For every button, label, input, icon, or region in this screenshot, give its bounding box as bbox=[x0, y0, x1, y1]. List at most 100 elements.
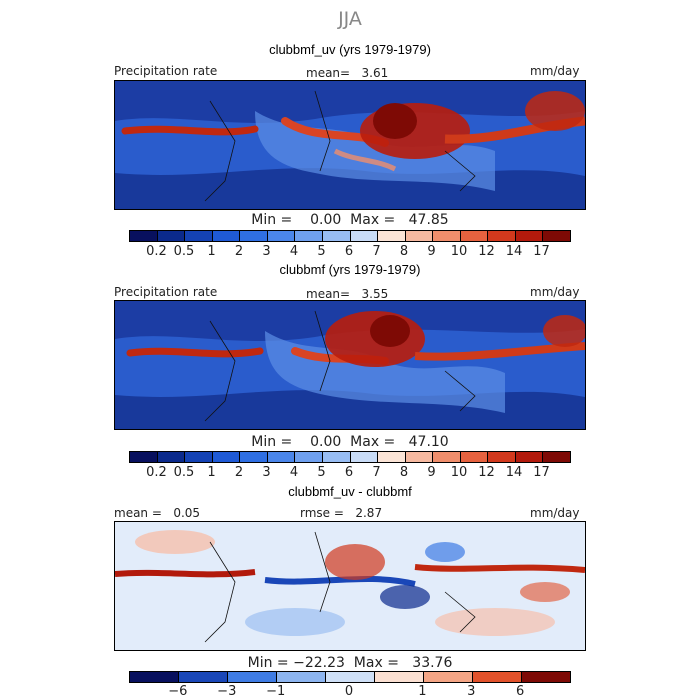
colorbar-swatch bbox=[543, 231, 570, 241]
colorbar-swatch bbox=[157, 231, 186, 241]
colorbar-swatch bbox=[515, 231, 544, 241]
colorbar-swatch bbox=[130, 452, 158, 462]
colorbar-swatch bbox=[267, 231, 296, 241]
colorbar-tick-label: 0.5 bbox=[173, 244, 195, 259]
season-title: JJA bbox=[338, 8, 362, 30]
panel-1-colorbar bbox=[129, 230, 571, 242]
panel-3-minmax: Min = −22.23 Max = 33.76 bbox=[247, 655, 453, 671]
panel-3-colorbar bbox=[129, 671, 571, 683]
panel-1-title: clubbmf_uv (yrs 1979-1979) bbox=[269, 42, 431, 57]
colorbar-tick-label: 14 bbox=[505, 244, 523, 259]
panel-3-units: mm/day bbox=[530, 506, 580, 520]
panel-2-units: mm/day bbox=[530, 285, 580, 299]
colorbar-tick-label: 3 bbox=[262, 465, 271, 480]
colorbar-tick-label: −3 bbox=[217, 684, 237, 699]
panel-2-title: clubbmf (yrs 1979-1979) bbox=[279, 262, 421, 277]
colorbar-tick-label: 2 bbox=[234, 465, 244, 480]
colorbar-swatch bbox=[405, 231, 434, 241]
colorbar-swatch bbox=[433, 231, 461, 241]
colorbar-swatch bbox=[240, 452, 268, 462]
panel-1-units: mm/day bbox=[530, 64, 580, 78]
colorbar-tick-label: 1 bbox=[207, 465, 216, 480]
colorbar-tick-label: 17 bbox=[533, 465, 550, 480]
colorbar-tick-label: 8 bbox=[399, 244, 409, 259]
colorbar-tick-label: 6 bbox=[515, 684, 525, 699]
colorbar-tick-label: 6 bbox=[344, 244, 354, 259]
colorbar-tick-label: −6 bbox=[168, 684, 188, 699]
panel-3-colorbar-labels: −6 −3 −1 0 1 3 6 bbox=[129, 684, 569, 700]
colorbar-swatch bbox=[157, 452, 186, 462]
panel-3-rmse: rmse = 2.87 bbox=[300, 506, 383, 520]
colorbar-swatch bbox=[378, 231, 406, 241]
colorbar-tick-label: 5 bbox=[317, 465, 326, 480]
colorbar-tick-label: 3 bbox=[467, 684, 476, 699]
colorbar-swatch bbox=[295, 452, 323, 462]
panel-2-minmax: Min = 0.00 Max = 47.10 bbox=[251, 434, 449, 450]
panel-1-mean: mean= 3.61 bbox=[306, 66, 389, 80]
colorbar-swatch bbox=[460, 452, 489, 462]
colorbar-swatch bbox=[424, 672, 473, 682]
colorbar-tick-label: 9 bbox=[427, 244, 436, 259]
colorbar-tick-label: 0 bbox=[344, 684, 354, 699]
colorbar-tick-label: 12 bbox=[478, 244, 495, 259]
colorbar-tick-label: 10 bbox=[450, 465, 468, 480]
colorbar-swatch bbox=[350, 452, 379, 462]
colorbar-swatch bbox=[240, 231, 268, 241]
panel-2-map bbox=[114, 300, 586, 430]
colorbar-swatch bbox=[433, 452, 461, 462]
colorbar-swatch bbox=[295, 231, 323, 241]
colorbar-tick-label: 1 bbox=[207, 244, 216, 259]
colorbar-swatch bbox=[473, 672, 522, 682]
colorbar-swatch bbox=[322, 231, 351, 241]
colorbar-swatch bbox=[212, 452, 241, 462]
colorbar-tick-label: 14 bbox=[505, 465, 523, 480]
colorbar-tick-label: 4 bbox=[289, 465, 299, 480]
colorbar-swatch bbox=[522, 672, 570, 682]
colorbar-swatch bbox=[185, 452, 213, 462]
panel-1-variable-label: Precipitation rate bbox=[114, 64, 218, 78]
colorbar-swatch bbox=[326, 672, 375, 682]
colorbar-tick-label: 5 bbox=[317, 244, 326, 259]
colorbar-tick-label: 2 bbox=[234, 244, 244, 259]
panel-2-variable-label: Precipitation rate bbox=[114, 285, 218, 299]
panel-1-map bbox=[114, 80, 586, 210]
colorbar-tick-label: 8 bbox=[399, 465, 409, 480]
colorbar-tick-label: 1 bbox=[418, 684, 427, 699]
colorbar-tick-label: −1 bbox=[266, 684, 286, 699]
colorbar-tick-label: 3 bbox=[262, 244, 271, 259]
panel-1-minmax: Min = 0.00 Max = 47.85 bbox=[251, 212, 449, 228]
panel-3-title: clubbmf_uv - clubbmf bbox=[288, 484, 412, 499]
colorbar-swatch bbox=[488, 452, 516, 462]
panel-2-colorbar-labels: 0.2 0.5 1 2 3 4 5 6 7 8 9 10 12 14 17 bbox=[129, 465, 569, 483]
panel-3-mean: mean = 0.05 bbox=[114, 506, 201, 520]
colorbar-swatch bbox=[460, 231, 489, 241]
panel-1-colorbar-labels: 0.2 0.5 1 2 3 4 5 6 7 8 9 10 12 14 17 bbox=[129, 244, 569, 262]
colorbar-swatch bbox=[130, 672, 179, 682]
colorbar-swatch bbox=[375, 672, 424, 682]
colorbar-tick-label: 4 bbox=[289, 244, 299, 259]
colorbar-tick-label: 12 bbox=[478, 465, 495, 480]
colorbar-tick-label: 7 bbox=[372, 465, 381, 480]
colorbar-tick-label: 17 bbox=[533, 244, 550, 259]
panel-2-mean: mean= 3.55 bbox=[306, 287, 389, 301]
colorbar-tick-label: 0.5 bbox=[173, 465, 195, 480]
colorbar-tick-label: 0.2 bbox=[146, 465, 167, 480]
colorbar-tick-label: 0.2 bbox=[146, 244, 167, 259]
panel-2-colorbar bbox=[129, 451, 571, 463]
colorbar-swatch bbox=[185, 231, 213, 241]
colorbar-swatch bbox=[378, 452, 406, 462]
colorbar-swatch bbox=[405, 452, 434, 462]
panel-3-map bbox=[114, 521, 586, 651]
colorbar-swatch bbox=[267, 452, 296, 462]
colorbar-swatch bbox=[350, 231, 379, 241]
colorbar-swatch bbox=[130, 231, 158, 241]
panel-1-map-graphic bbox=[115, 81, 585, 209]
colorbar-swatch bbox=[212, 231, 241, 241]
colorbar-tick-label: 9 bbox=[427, 465, 436, 480]
colorbar-swatch bbox=[543, 452, 570, 462]
colorbar-tick-label: 10 bbox=[450, 244, 468, 259]
colorbar-swatch bbox=[322, 452, 351, 462]
panel-2-map-graphic bbox=[115, 301, 585, 429]
colorbar-tick-label: 6 bbox=[344, 465, 354, 480]
colorbar-swatch bbox=[179, 672, 228, 682]
